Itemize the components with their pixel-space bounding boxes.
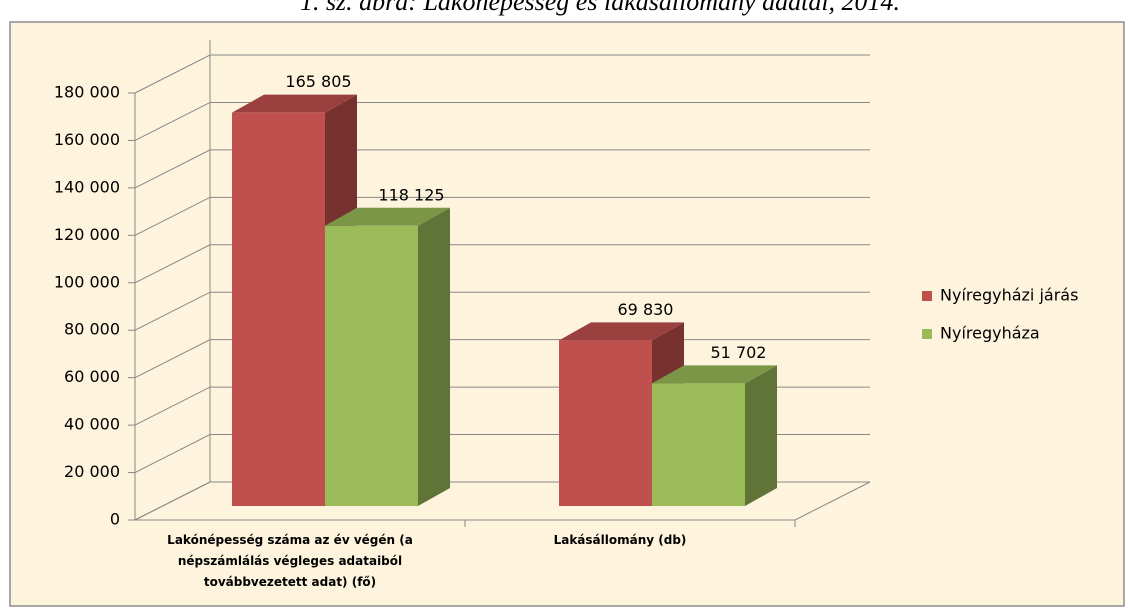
bar: [652, 383, 745, 506]
legend-label: Nyíregyházi járás: [940, 286, 1078, 305]
bar-top: [652, 365, 777, 384]
legend-swatch: [922, 329, 932, 339]
grid-line: [134, 196, 870, 236]
grid-line: [134, 244, 870, 284]
grid-line: [134, 54, 870, 94]
y-tick-label: 100 000: [54, 272, 120, 291]
y-tick-label: 60 000: [64, 367, 120, 386]
title-band: [0, 0, 1128, 21]
bar-top: [325, 207, 450, 226]
bar-top: [232, 94, 357, 113]
grid-line: [134, 291, 870, 331]
legend-label: Nyíregyháza: [940, 324, 1040, 343]
y-tick-label: 120 000: [54, 225, 120, 244]
y-tick-label: 20 000: [64, 462, 120, 481]
bar-side: [418, 207, 450, 506]
grid-line: [134, 101, 870, 141]
x-tick-label: Lakónépesség száma az év végén (a népszá…: [167, 533, 413, 589]
y-tick-label: 40 000: [64, 415, 120, 434]
value-label: 165 805: [285, 72, 351, 91]
y-tick-label: 0: [110, 510, 120, 529]
y-tick-label: 160 000: [54, 130, 120, 149]
legend-swatch: [922, 291, 932, 301]
value-label: 118 125: [378, 185, 444, 204]
chart-area: [9, 21, 1125, 607]
bar-top: [559, 322, 684, 341]
bar: [559, 340, 652, 506]
bar: [325, 225, 418, 506]
bar-side: [745, 365, 777, 506]
y-tick-label: 80 000: [64, 320, 120, 339]
grid-line: [134, 149, 870, 189]
bar: [232, 112, 325, 506]
x-tick-label: Lakásállomány (db): [553, 533, 687, 547]
y-tick-label: 180 000: [54, 83, 120, 102]
y-tick-label: 140 000: [54, 177, 120, 196]
value-label: 51 702: [711, 343, 767, 362]
chart-title: 1. sz. ábra: Lakónépesség és lakásállomá…: [300, 0, 900, 16]
value-label: 69 830: [618, 300, 674, 319]
